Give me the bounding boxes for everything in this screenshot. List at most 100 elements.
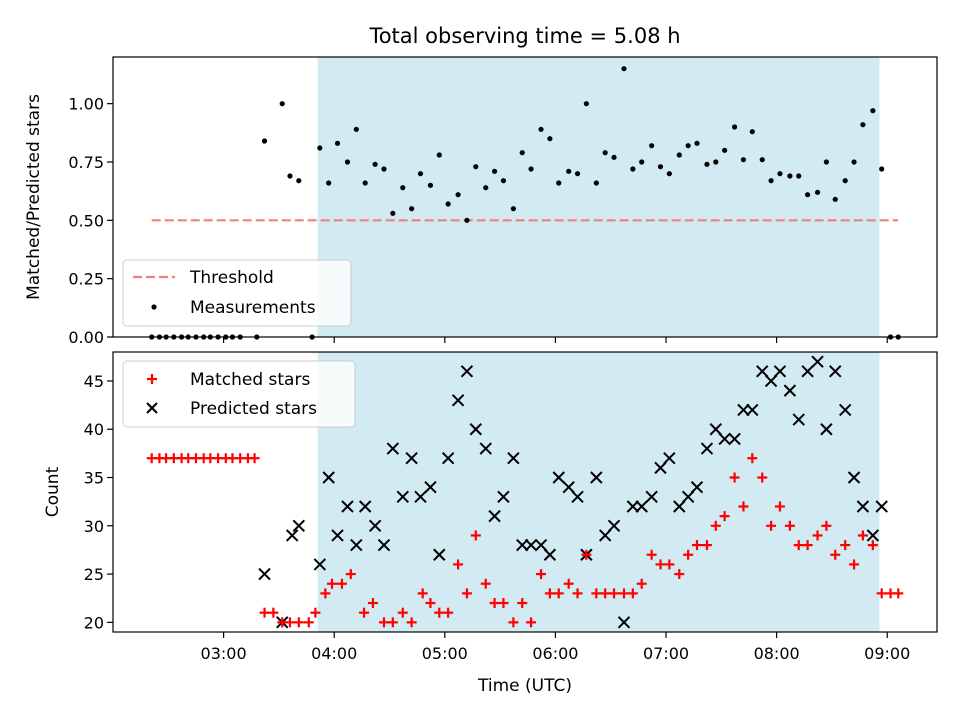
predicted-star-marker	[497, 490, 510, 504]
measurement-point	[528, 166, 534, 172]
measurement-point	[630, 166, 636, 172]
predicted-star-marker	[718, 432, 731, 446]
matched-star-marker	[526, 617, 537, 628]
measurement-point	[353, 126, 359, 132]
measurements-legend-swatch	[151, 304, 157, 310]
x-tick-label: 08:00	[754, 644, 800, 663]
predicted-star-marker	[368, 519, 382, 533]
predicted-star-marker	[441, 451, 455, 465]
predicted-star-marker	[451, 394, 465, 407]
predicted-star-marker	[598, 529, 612, 542]
matched-star-marker	[359, 607, 370, 618]
predicted-star-marker	[562, 480, 575, 494]
matched-star-marker	[406, 617, 417, 628]
matched-star-marker	[425, 598, 436, 609]
matched-star-marker	[646, 549, 657, 560]
matched-star-marker	[498, 598, 509, 609]
matched-star-marker	[655, 559, 666, 570]
matched-star-marker	[729, 472, 740, 483]
predicted-star-marker	[258, 567, 271, 581]
x-tick-label: 04:00	[311, 644, 357, 663]
x-axis-label: Time (UTC)	[477, 676, 572, 696]
top-legend-box	[122, 259, 352, 327]
matched-star-marker	[812, 530, 823, 541]
y-tick-label: 0.75	[68, 153, 104, 172]
predicted-star-markers	[258, 355, 888, 629]
measurement-point	[566, 168, 572, 174]
bottom-panel: 20 25 30 35 40 45 03:00 04:00 05:00 06:00 07:00 08…	[43, 351, 938, 696]
predicted-star-marker	[396, 490, 409, 504]
predicted-star-marker	[838, 403, 852, 417]
matched-star-marker	[867, 540, 878, 551]
y-tick-label: 0.00	[68, 328, 104, 347]
matched-star-marker	[830, 549, 841, 560]
matched-star-marker	[766, 520, 777, 531]
x-tick-label: 09:00	[864, 644, 910, 663]
measurement-point	[823, 159, 829, 165]
measurement-point	[362, 180, 368, 186]
predicted-star-marker	[571, 490, 584, 504]
y-tick-label: 35	[84, 469, 104, 488]
bottom-x-axis: 03:00 04:00 05:00 06:00 07:00 08:00 09:00	[201, 632, 910, 663]
predicted-star-marker	[469, 423, 482, 436]
measurement-point	[510, 206, 516, 212]
matched-star-marker	[701, 540, 712, 551]
predicted-star-marker	[534, 538, 548, 552]
matched-star-marker	[876, 588, 887, 599]
predicted-star-marker	[479, 442, 492, 455]
predicted-star-marker	[700, 442, 714, 455]
measurement-point	[621, 66, 627, 72]
matched-star-marker	[774, 501, 785, 512]
matched-star-marker	[840, 540, 851, 551]
predicted-star-marker	[292, 519, 306, 533]
x-tick-label: 06:00	[532, 644, 578, 663]
predicted-star-marker	[663, 451, 676, 465]
predicted-star-marker	[507, 451, 520, 465]
measurement-point	[749, 129, 755, 135]
measurement-point	[436, 152, 442, 158]
measurement-point	[427, 182, 434, 188]
measurement-point	[639, 159, 645, 165]
matched-star-marker	[563, 578, 574, 589]
x-tick-label: 05:00	[422, 644, 468, 663]
measurement-point	[593, 180, 599, 186]
bottom-legend-box	[122, 360, 356, 428]
measurement-point	[796, 173, 802, 179]
measurement-point	[787, 173, 793, 179]
matched-star-marker	[434, 607, 445, 618]
matched-star-marker	[821, 520, 832, 531]
predicted-star-marker	[811, 355, 824, 368]
matched-star-marker	[326, 578, 337, 589]
measurement-point	[713, 159, 719, 165]
top-y-axis-label: Matched/Predicted stars	[24, 94, 44, 300]
matched-star-marker	[802, 540, 813, 551]
predicted-star-marker	[322, 471, 335, 484]
matched-star-marker	[336, 578, 347, 589]
predicted-star-marker	[801, 365, 814, 378]
predicted-star-marker	[524, 538, 538, 552]
matched-star-marker	[600, 588, 611, 599]
y-tick-label: 1.00	[68, 95, 104, 114]
predicted-star-marker	[690, 480, 704, 494]
matched-star-markers	[146, 453, 904, 628]
matched-star-marker	[627, 588, 638, 599]
measurement-point	[657, 164, 664, 170]
bottom-legend: Matched stars Predicted stars	[122, 360, 356, 428]
bottom-plot-frame	[112, 351, 938, 633]
predicted-star-marker	[358, 500, 372, 513]
predicted-star-marker	[681, 490, 695, 504]
predicted-star-marker	[405, 451, 418, 465]
measurement-point	[666, 171, 672, 177]
matched-star-marker	[508, 617, 519, 628]
predicted-star-marker	[386, 442, 400, 455]
matched-star-marker	[387, 617, 398, 628]
measurement-point	[261, 138, 268, 144]
measurement-point	[400, 185, 406, 191]
matched-star-marker	[544, 588, 555, 599]
measurement-point	[445, 201, 451, 207]
measurement-point	[574, 171, 581, 177]
matched-star-marker	[470, 530, 481, 541]
measurement-point	[500, 178, 507, 184]
matched-star-marker	[303, 617, 314, 628]
matched-star-marker	[738, 501, 749, 512]
